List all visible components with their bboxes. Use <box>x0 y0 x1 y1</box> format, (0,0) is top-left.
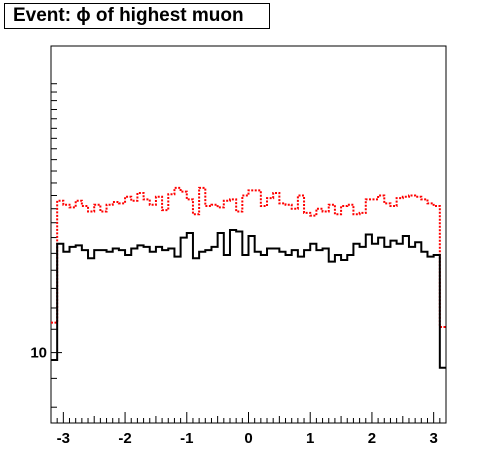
plot-frame <box>50 45 447 424</box>
y-axis-tick-labels: 10 <box>30 345 47 362</box>
y-axis-ticks <box>51 83 62 408</box>
x-tick-label: -2 <box>118 430 131 447</box>
series-line-2 <box>51 229 446 369</box>
x-axis-ticks <box>50 412 447 423</box>
x-tick-label: 1 <box>306 430 314 447</box>
x-tick-label: -3 <box>57 430 70 447</box>
series-layer <box>51 186 446 369</box>
x-tick-label: -1 <box>180 430 193 447</box>
y-tick-label: 10 <box>30 345 47 362</box>
chart-title: Event: ϕ of highest muon <box>4 3 270 29</box>
x-tick-label: 3 <box>429 430 437 447</box>
series-line-1 <box>51 186 446 329</box>
x-tick-label: 2 <box>368 430 376 447</box>
x-tick-label: 0 <box>244 430 252 447</box>
x-axis-tick-labels: -3 -2 -1 0 1 2 3 <box>57 430 438 447</box>
